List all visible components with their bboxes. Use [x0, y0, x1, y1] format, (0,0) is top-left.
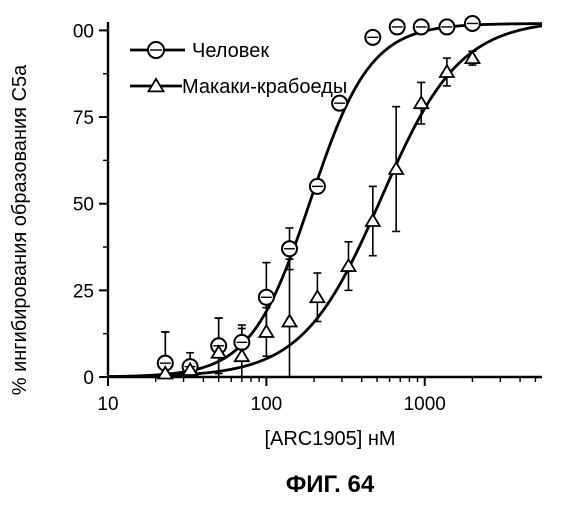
y-axis-label: % ингибирования образования C5a — [9, 64, 31, 395]
legend-label-human: Человек — [192, 40, 269, 62]
legend-marker-human — [148, 42, 164, 58]
point-cyno-10 — [414, 97, 428, 109]
figure-caption: ФИГ. 64 — [286, 471, 375, 498]
y-tick-label: 25 — [73, 281, 94, 302]
point-human-3 — [234, 335, 249, 350]
point-cyno-6 — [310, 291, 324, 303]
point-cyno-8 — [366, 214, 380, 226]
point-human-11 — [439, 19, 454, 34]
triangle-marker-shape — [259, 325, 273, 337]
x-axis-label: [ARC1905] нМ — [264, 428, 395, 450]
point-cyno-3 — [235, 350, 249, 362]
point-cyno-5 — [283, 315, 297, 327]
data-markers — [158, 16, 480, 379]
point-human-4 — [259, 290, 274, 305]
y-tick-label: 00 — [73, 21, 94, 42]
triangle-marker-shape — [389, 162, 403, 174]
x-tick-label: 1000 — [404, 394, 446, 415]
y-tick-label: 0 — [83, 368, 94, 389]
legend-label-cyno: Макаки-крабоеды — [182, 76, 347, 98]
point-human-9 — [390, 19, 405, 34]
y-tick-label: 50 — [73, 195, 94, 216]
x-tick-label: 10 — [97, 394, 118, 415]
point-human-12 — [465, 16, 480, 31]
triangle-marker-shape — [366, 214, 380, 226]
legend: Человек Макаки-крабоеды — [130, 40, 347, 98]
point-cyno-9 — [389, 162, 403, 174]
y-tick-label: 75 — [73, 108, 94, 129]
point-cyno-4 — [259, 325, 273, 337]
point-human-6 — [310, 179, 325, 194]
triangle-marker-shape — [310, 291, 324, 303]
triangle-marker-shape — [414, 97, 428, 109]
triangle-marker-shape — [235, 350, 249, 362]
point-human-10 — [414, 19, 429, 34]
triangle-marker-shape — [283, 315, 297, 327]
point-human-5 — [282, 241, 297, 256]
error-bars — [161, 20, 476, 377]
point-human-8 — [365, 30, 380, 45]
x-tick-label: 100 — [251, 394, 283, 415]
